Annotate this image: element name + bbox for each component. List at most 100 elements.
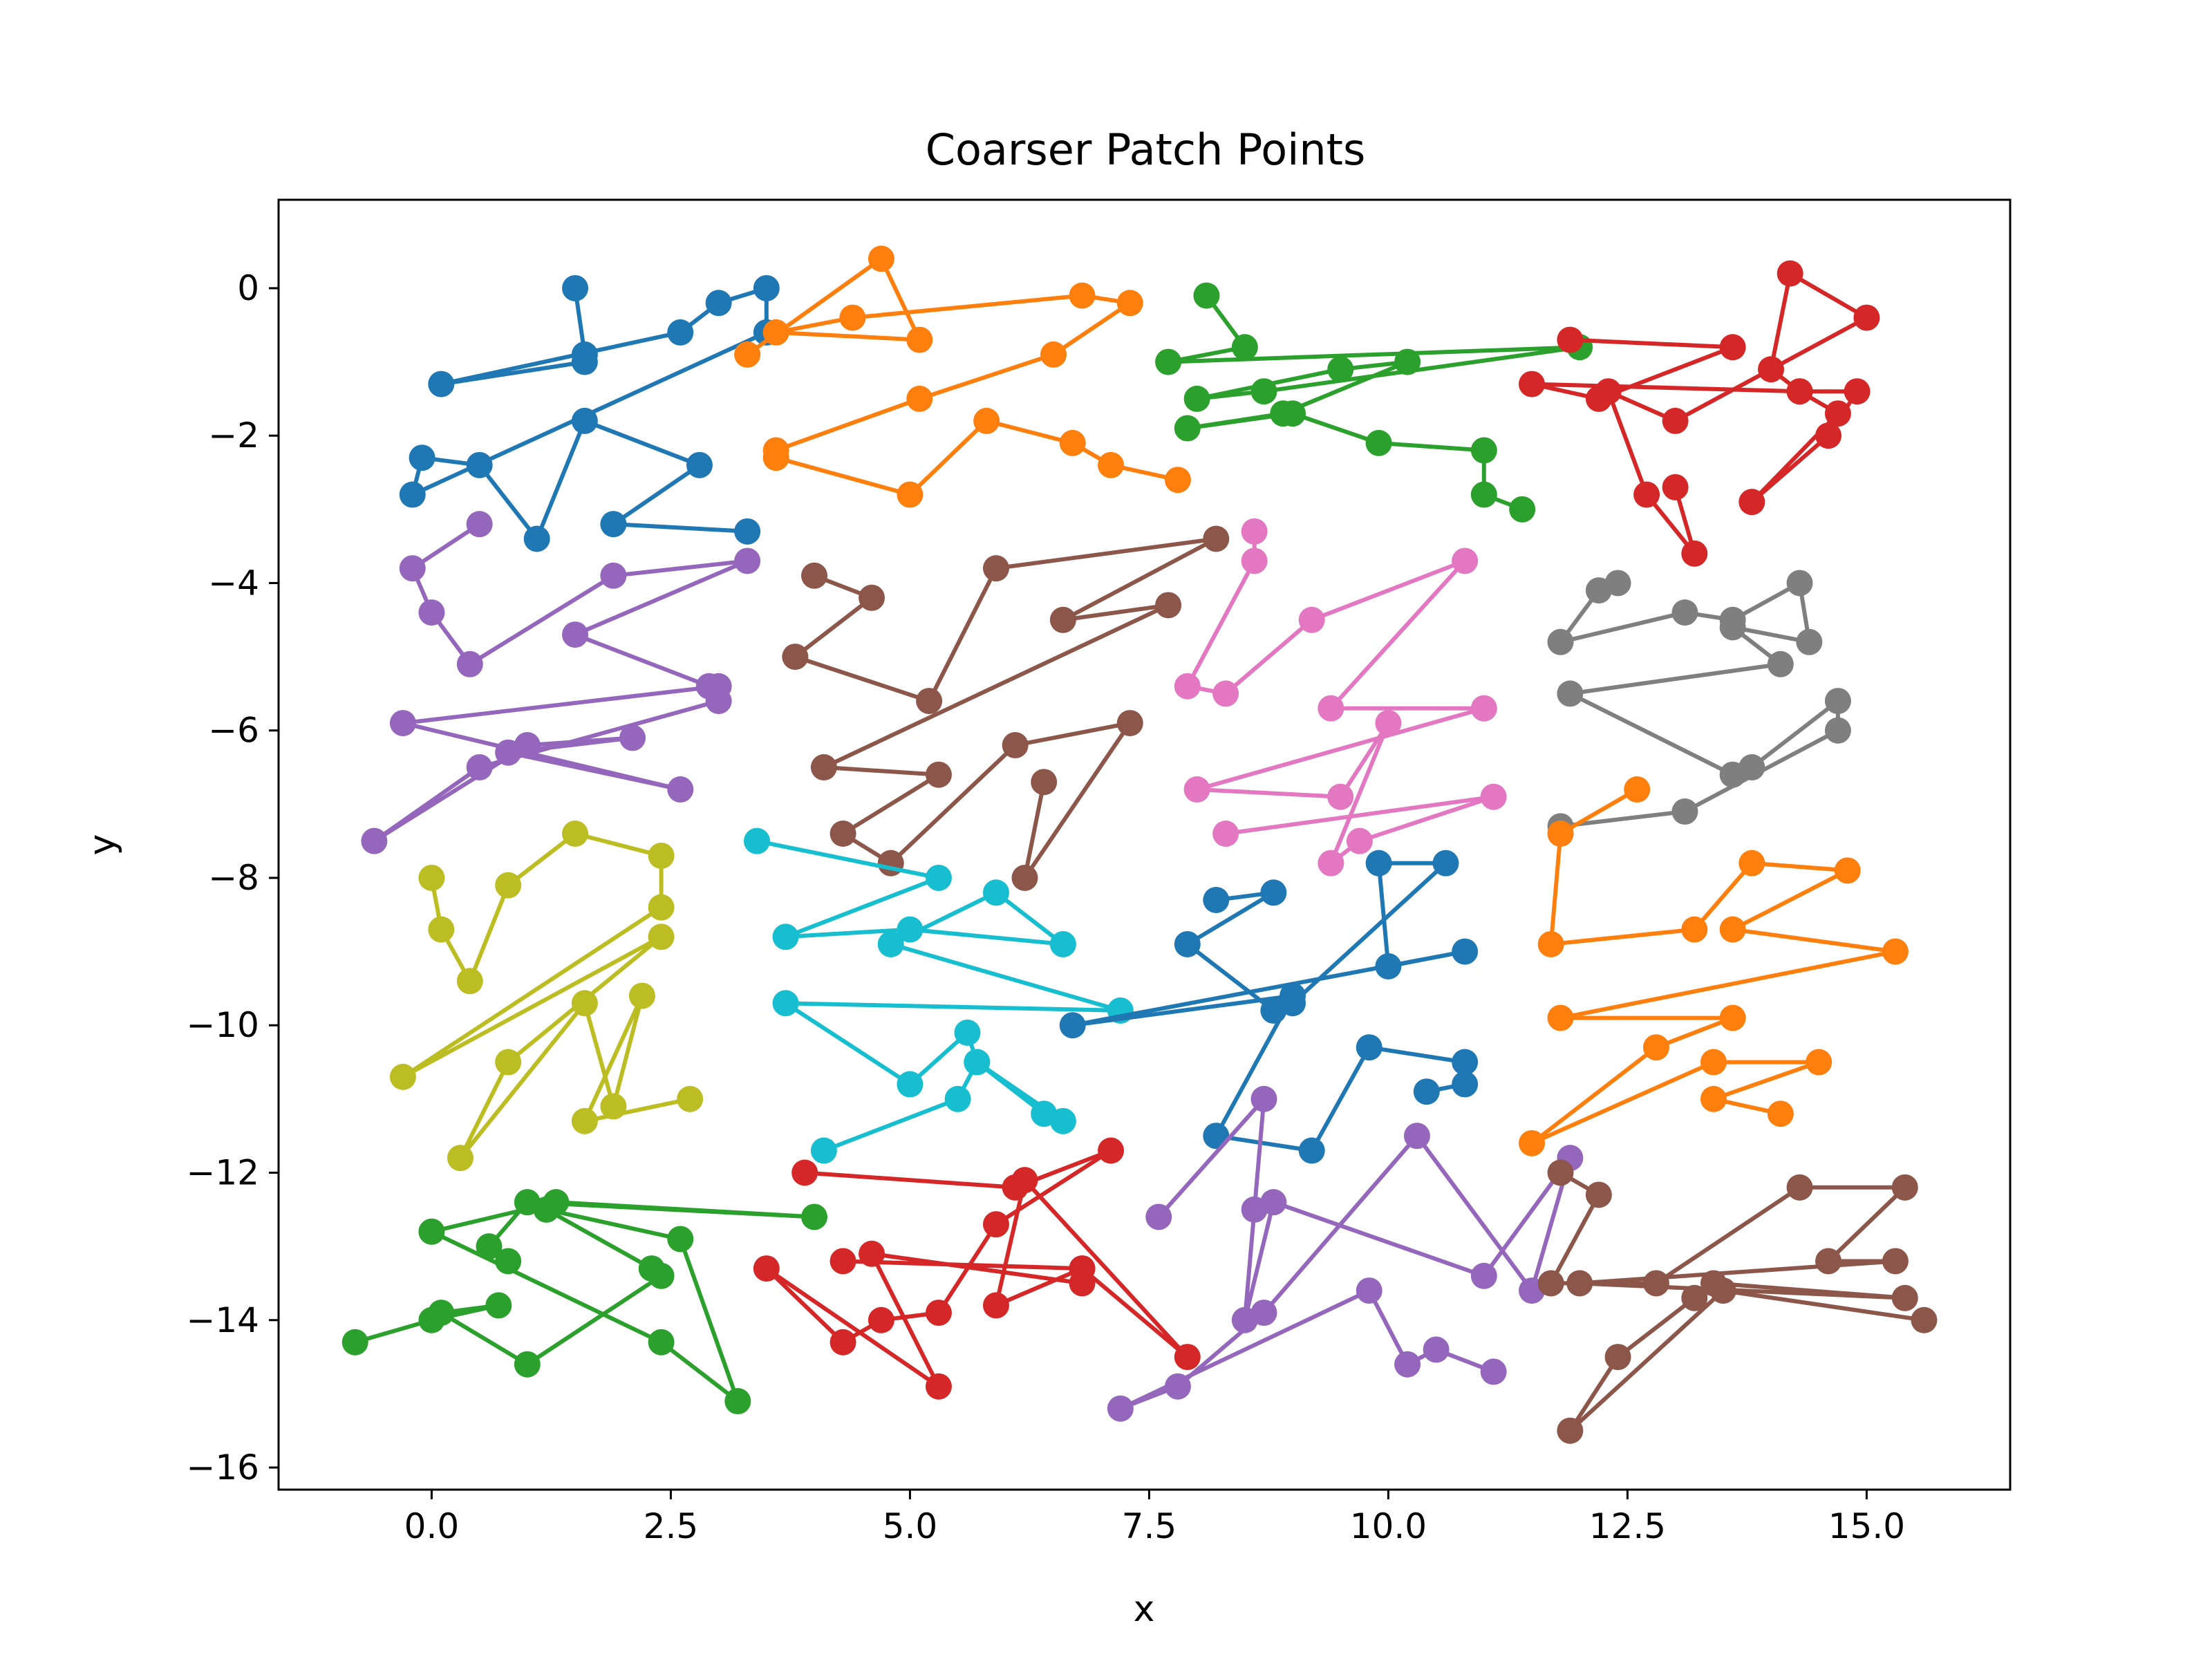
data-point (973, 407, 1000, 434)
data-point (648, 894, 675, 921)
data-point (1470, 481, 1497, 508)
data-point (868, 245, 894, 272)
data-point (1738, 754, 1765, 781)
data-point (1470, 695, 1497, 722)
data-point (772, 990, 799, 1017)
data-point (428, 916, 455, 943)
data-point (1432, 850, 1459, 877)
data-point (1203, 886, 1230, 913)
data-point (830, 821, 856, 847)
y-tick-label: 0 (237, 268, 259, 308)
series-8 (1547, 570, 1851, 840)
data-point (1002, 732, 1029, 759)
data-point (1059, 429, 1086, 456)
data-point (1709, 1277, 1736, 1304)
data-point (1049, 1107, 1076, 1134)
data-point (1758, 356, 1785, 383)
data-point (523, 525, 550, 552)
data-point (1470, 437, 1497, 464)
data-point (906, 326, 933, 353)
data-point (399, 481, 426, 508)
data-point (859, 584, 885, 611)
data-point (466, 511, 493, 538)
data-point (495, 1248, 522, 1275)
data-point (1767, 650, 1794, 677)
data-point (456, 968, 483, 995)
y-axis: 0 −2 −4 −6 −8 −10 −12 −14 −16 (186, 268, 279, 1488)
data-point (485, 1292, 512, 1319)
data-point (1298, 1137, 1325, 1164)
series-4 (1519, 260, 1880, 567)
data-point (982, 1292, 1009, 1319)
x-tick-label: 0.0 (404, 1506, 460, 1546)
data-point (743, 827, 770, 854)
data-point (1806, 1049, 1833, 1076)
data-point (1480, 1358, 1507, 1385)
series-14 (753, 1137, 1201, 1400)
data-point (1318, 695, 1344, 722)
data-point (762, 319, 789, 346)
y-tick-label: −6 (208, 711, 259, 751)
data-point (1796, 628, 1823, 655)
data-point (916, 688, 943, 715)
data-point (734, 518, 761, 545)
data-point (571, 990, 598, 1017)
data-point (877, 930, 904, 957)
data-point (1604, 1344, 1631, 1371)
data-point (1049, 930, 1076, 957)
data-point (1767, 1100, 1794, 1127)
data-point (1327, 356, 1354, 383)
data-point (1681, 916, 1708, 943)
data-point (418, 599, 445, 626)
data-point (1642, 1034, 1669, 1061)
data-point (1031, 769, 1058, 796)
data-point (1537, 930, 1564, 957)
x-tick-label: 2.5 (644, 1506, 699, 1546)
data-point (1423, 1336, 1450, 1363)
data-point (1700, 1049, 1727, 1076)
data-point (514, 1351, 541, 1378)
data-point (1107, 1395, 1134, 1422)
data-point (600, 562, 627, 589)
data-point (1203, 525, 1230, 552)
data-point (1824, 717, 1851, 744)
data-point (1280, 982, 1306, 1009)
data-point (667, 776, 694, 803)
data-point (1174, 673, 1201, 700)
data-point (667, 1226, 694, 1253)
data-point (409, 444, 435, 471)
data-point (1327, 783, 1354, 810)
data-point (897, 481, 924, 508)
data-point (389, 710, 416, 737)
y-tick-label: −16 (186, 1447, 259, 1488)
data-point (705, 673, 732, 700)
data-point (753, 1255, 780, 1282)
data-point (571, 407, 598, 434)
data-point (1241, 518, 1268, 545)
data-point (1356, 1034, 1382, 1061)
data-point (801, 562, 828, 589)
y-tick-label: −14 (186, 1300, 259, 1340)
data-point (495, 872, 522, 899)
data-point (1700, 1085, 1727, 1112)
data-point (1547, 628, 1574, 655)
data-point (648, 842, 675, 869)
data-point (772, 924, 799, 950)
data-point (1519, 1130, 1546, 1156)
data-point (428, 371, 455, 397)
data-point (1834, 857, 1861, 884)
series-line (1118, 1096, 1573, 1411)
data-point (1853, 304, 1880, 331)
data-point (1183, 776, 1210, 803)
data-point (628, 982, 655, 1009)
data-point (1719, 334, 1746, 361)
data-point (1452, 547, 1479, 574)
data-point (724, 1388, 751, 1415)
data-point (1011, 1167, 1038, 1194)
data-point (1891, 1284, 1918, 1311)
data-point (801, 1203, 828, 1230)
data-point (1566, 1270, 1593, 1297)
y-tick-label: −4 (208, 563, 259, 603)
data-point (619, 724, 646, 751)
